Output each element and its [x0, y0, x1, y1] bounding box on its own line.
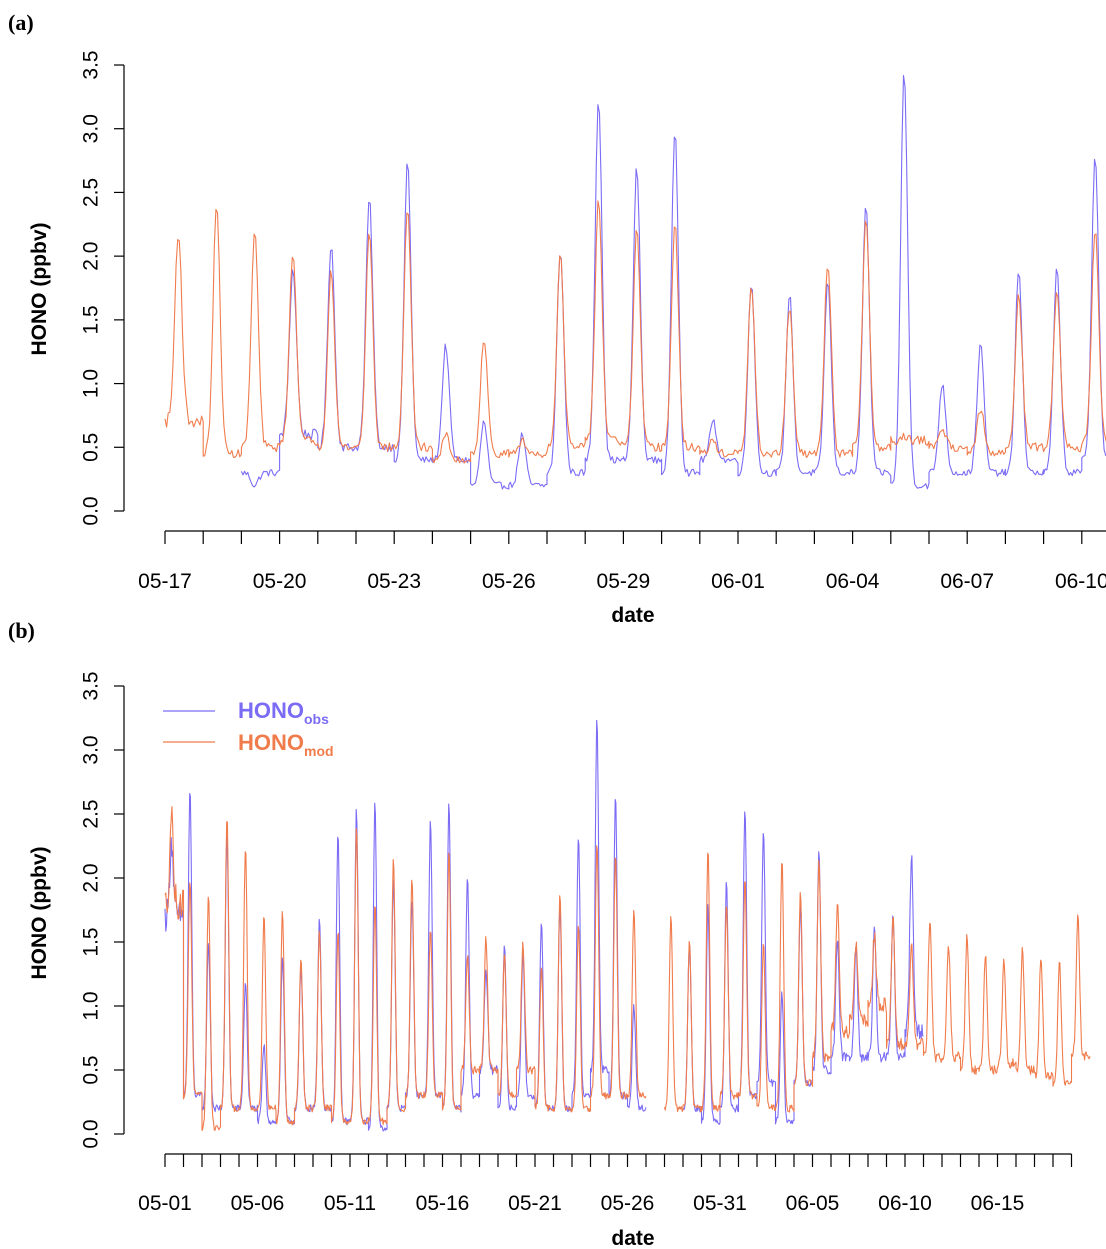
y-tick-label: 2.5 [80, 178, 103, 207]
x-tick-label: 05-16 [416, 1192, 470, 1215]
y-tick-label: 0.0 [80, 496, 103, 525]
x-tick-label: 06-01 [711, 570, 765, 593]
y-tick-label: 0.5 [80, 433, 103, 462]
x-tick-label: 05-01 [138, 1192, 192, 1215]
panel-a-plot-area [164, 74, 1106, 490]
y-tick-label: 2.0 [80, 242, 103, 271]
panel-a-y-axis-title: HONO (ppbv) [28, 223, 51, 356]
x-tick-label: 05-31 [693, 1192, 747, 1215]
x-tick-label: 05-23 [367, 570, 421, 593]
panel-b-y-axis: 0.0 0.5 1.0 1.5 2.0 2.5 3.0 3.5 [80, 671, 125, 1149]
series-line-obs [240, 74, 1106, 490]
x-tick-label: 05-29 [597, 570, 651, 593]
y-tick-label: 1.0 [80, 991, 103, 1020]
x-tick-label: 05-20 [253, 570, 307, 593]
panel-b-legend: HONOobs HONOmod [163, 698, 334, 759]
panel-b-x-axis: 05-01 05-06 05-11 05-16 05-21 05-26 05-31 06-05… [138, 1153, 1073, 1215]
x-tick-label: 05-21 [508, 1192, 562, 1215]
x-tick-label: 05-26 [482, 570, 536, 593]
x-tick-label: 06-15 [971, 1192, 1025, 1215]
panel-a-label: (a) [8, 10, 34, 35]
panel-b: (b) HONO (ppbv) date 0.0 0.5 1.0 1.5 2.0 2.5 3… [8, 618, 1091, 1249]
series-line-mod [164, 806, 1091, 1132]
x-tick-label: 05-11 [324, 1192, 376, 1215]
panel-a: (a) HONO (ppbv) date 0.0 0.5 1.0 1.5 2.0 2.5 3… [8, 10, 1106, 627]
y-tick-label: 3.0 [80, 735, 103, 764]
y-tick-label: 3.0 [80, 114, 103, 143]
y-tick-label: 2.0 [80, 863, 103, 892]
y-tick-label: 1.5 [80, 927, 103, 956]
y-tick-label: 0.0 [80, 1119, 103, 1148]
y-tick-label: 3.5 [80, 671, 103, 700]
x-tick-label: 05-17 [138, 570, 192, 593]
x-tick-label: 05-06 [231, 1192, 285, 1215]
x-tick-label: 06-05 [786, 1192, 840, 1215]
y-tick-label: 2.5 [80, 799, 103, 828]
x-tick-label: 06-10 [1055, 570, 1106, 593]
panel-b-y-axis-title: HONO (ppbv) [28, 847, 51, 980]
panel-a-y-axis: 0.0 0.5 1.0 1.5 2.0 2.5 3.0 3.5 [80, 50, 125, 526]
panel-a-x-axis-title: date [611, 604, 654, 627]
panel-b-plot-area [164, 719, 1091, 1132]
y-tick-label: 1.0 [80, 369, 103, 398]
y-tick-label: 3.5 [80, 50, 103, 79]
legend-label-mod: HONOmod [238, 730, 334, 759]
panel-a-x-axis: 05-17 05-20 05-23 05-26 05-29 06-01 06-04 06-07… [138, 530, 1106, 593]
series-line-mod [164, 200, 1106, 464]
y-tick-label: 0.5 [80, 1055, 103, 1084]
x-tick-label: 06-10 [878, 1192, 932, 1215]
x-tick-label: 05-26 [601, 1192, 655, 1215]
panel-b-label: (b) [8, 618, 35, 643]
legend-label-obs: HONOobs [238, 698, 329, 727]
x-tick-label: 06-04 [826, 570, 880, 593]
x-tick-label: 06-07 [940, 570, 994, 593]
y-tick-label: 1.5 [80, 305, 103, 334]
panel-b-x-axis-title: date [611, 1227, 654, 1249]
